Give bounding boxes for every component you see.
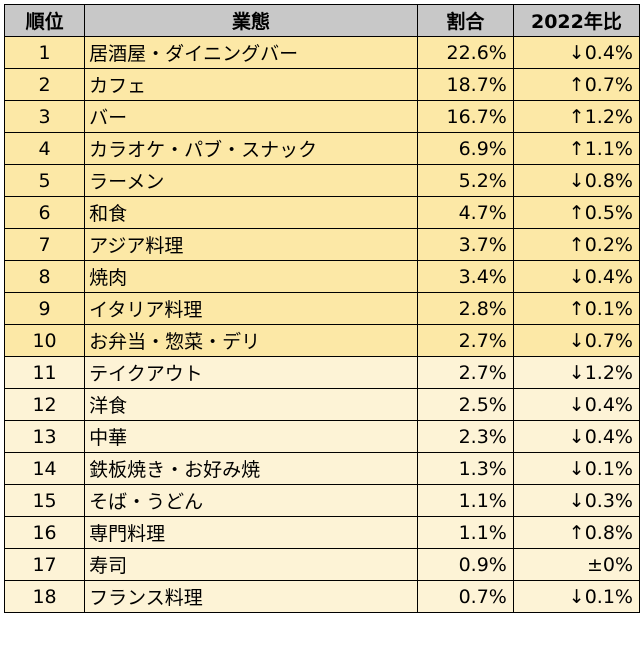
cell-category: 洋食 <box>84 388 418 421</box>
cell-change: ↑0.8% <box>512 516 640 549</box>
cell-rank: 1 <box>3 36 86 69</box>
cell-change: ↑1.1% <box>512 132 640 165</box>
cell-change: ↓0.7% <box>512 324 640 357</box>
cell-rank: 5 <box>3 164 86 197</box>
header-category: 業態 <box>84 4 418 37</box>
cell-share: 6.9% <box>416 132 514 165</box>
cell-change: ↓0.3% <box>512 484 640 517</box>
cell-change: ↑0.5% <box>512 196 640 229</box>
table-row: 11 テイクアウト 2.7% ↓1.2% <box>3 356 640 389</box>
cell-change: ↓0.4% <box>512 420 640 453</box>
cell-category: 和食 <box>84 196 418 229</box>
cell-change: ↓0.4% <box>512 260 640 293</box>
cell-category: アジア料理 <box>84 228 418 261</box>
table-row: 16 専門料理 1.1% ↑0.8% <box>3 516 640 549</box>
cell-rank: 9 <box>3 292 86 325</box>
cell-share: 1.1% <box>416 484 514 517</box>
cell-share: 3.4% <box>416 260 514 293</box>
cell-category: お弁当・惣菜・デリ <box>84 324 418 357</box>
cell-category: 中華 <box>84 420 418 453</box>
table-row: 9 イタリア料理 2.8% ↑0.1% <box>3 292 640 325</box>
table-row: 4 カラオケ・パブ・スナック 6.9% ↑1.1% <box>3 132 640 165</box>
cell-rank: 3 <box>3 100 86 133</box>
cell-rank: 14 <box>3 452 86 485</box>
table-row: 14 鉄板焼き・お好み焼 1.3% ↓0.1% <box>3 452 640 485</box>
cell-share: 0.7% <box>416 580 514 613</box>
table-row: 2 カフェ 18.7% ↑0.7% <box>3 68 640 101</box>
cell-share: 2.8% <box>416 292 514 325</box>
cell-share: 16.7% <box>416 100 514 133</box>
cell-category: フランス料理 <box>84 580 418 613</box>
cell-share: 1.3% <box>416 452 514 485</box>
cell-share: 2.7% <box>416 356 514 389</box>
cell-category: 居酒屋・ダイニングバー <box>84 36 418 69</box>
cell-change: ↓0.4% <box>512 388 640 421</box>
header-change: 2022年比 <box>512 4 640 37</box>
cell-rank: 15 <box>3 484 86 517</box>
table-row: 5 ラーメン 5.2% ↓0.8% <box>3 164 640 197</box>
cell-change: ↑0.1% <box>512 292 640 325</box>
cell-rank: 16 <box>3 516 86 549</box>
cell-change: ↓0.1% <box>512 452 640 485</box>
cell-share: 2.7% <box>416 324 514 357</box>
cell-rank: 18 <box>3 580 86 613</box>
cell-category: カラオケ・パブ・スナック <box>84 132 418 165</box>
cell-change: ↓1.2% <box>512 356 640 389</box>
cell-rank: 2 <box>3 68 86 101</box>
cell-share: 4.7% <box>416 196 514 229</box>
cell-rank: 7 <box>3 228 86 261</box>
table-row: 10 お弁当・惣菜・デリ 2.7% ↓0.7% <box>3 324 640 357</box>
cell-change: ↓0.8% <box>512 164 640 197</box>
table-row: 8 焼肉 3.4% ↓0.4% <box>3 260 640 293</box>
cell-share: 22.6% <box>416 36 514 69</box>
table-row: 7 アジア料理 3.7% ↑0.2% <box>3 228 640 261</box>
cell-share: 2.3% <box>416 420 514 453</box>
ranking-table-container: 順位 業態 割合 2022年比 1 居酒屋・ダイニングバー 22.6% ↓0.4% 2 カ… <box>3 4 640 613</box>
cell-rank: 17 <box>3 548 86 581</box>
table-row: 18 フランス料理 0.7% ↓0.1% <box>3 580 640 613</box>
cell-change: ↑0.7% <box>512 68 640 101</box>
table-body: 1 居酒屋・ダイニングバー 22.6% ↓0.4% 2 カフェ 18.7% ↑0.7% 3 バー 1… <box>3 36 640 613</box>
cell-rank: 6 <box>3 196 86 229</box>
cell-rank: 8 <box>3 260 86 293</box>
cell-category: 寿司 <box>84 548 418 581</box>
cell-category: テイクアウト <box>84 356 418 389</box>
cell-category: 焼肉 <box>84 260 418 293</box>
cell-change: ↑0.2% <box>512 228 640 261</box>
cell-rank: 11 <box>3 356 86 389</box>
cell-rank: 4 <box>3 132 86 165</box>
cell-category: イタリア料理 <box>84 292 418 325</box>
cell-category: ラーメン <box>84 164 418 197</box>
table-row: 1 居酒屋・ダイニングバー 22.6% ↓0.4% <box>3 36 640 69</box>
cell-category: バー <box>84 100 418 133</box>
table-row: 6 和食 4.7% ↑0.5% <box>3 196 640 229</box>
cell-change: ↑1.2% <box>512 100 640 133</box>
cell-change: ±0% <box>512 548 640 581</box>
ranking-table: 順位 業態 割合 2022年比 1 居酒屋・ダイニングバー 22.6% ↓0.4% 2 カ… <box>3 4 640 613</box>
table-header-row: 順位 業態 割合 2022年比 <box>3 4 640 37</box>
table-row: 13 中華 2.3% ↓0.4% <box>3 420 640 453</box>
cell-category: そば・うどん <box>84 484 418 517</box>
cell-share: 18.7% <box>416 68 514 101</box>
cell-rank: 12 <box>3 388 86 421</box>
table-row: 17 寿司 0.9% ±0% <box>3 548 640 581</box>
cell-share: 0.9% <box>416 548 514 581</box>
header-share: 割合 <box>416 4 514 37</box>
cell-share: 2.5% <box>416 388 514 421</box>
table-row: 12 洋食 2.5% ↓0.4% <box>3 388 640 421</box>
cell-share: 1.1% <box>416 516 514 549</box>
cell-share: 5.2% <box>416 164 514 197</box>
cell-category: カフェ <box>84 68 418 101</box>
header-rank: 順位 <box>3 4 86 37</box>
table-row: 15 そば・うどん 1.1% ↓0.3% <box>3 484 640 517</box>
cell-change: ↓0.1% <box>512 580 640 613</box>
table-row: 3 バー 16.7% ↑1.2% <box>3 100 640 133</box>
cell-change: ↓0.4% <box>512 36 640 69</box>
cell-rank: 13 <box>3 420 86 453</box>
cell-category: 専門料理 <box>84 516 418 549</box>
cell-share: 3.7% <box>416 228 514 261</box>
cell-rank: 10 <box>3 324 86 357</box>
cell-category: 鉄板焼き・お好み焼 <box>84 452 418 485</box>
